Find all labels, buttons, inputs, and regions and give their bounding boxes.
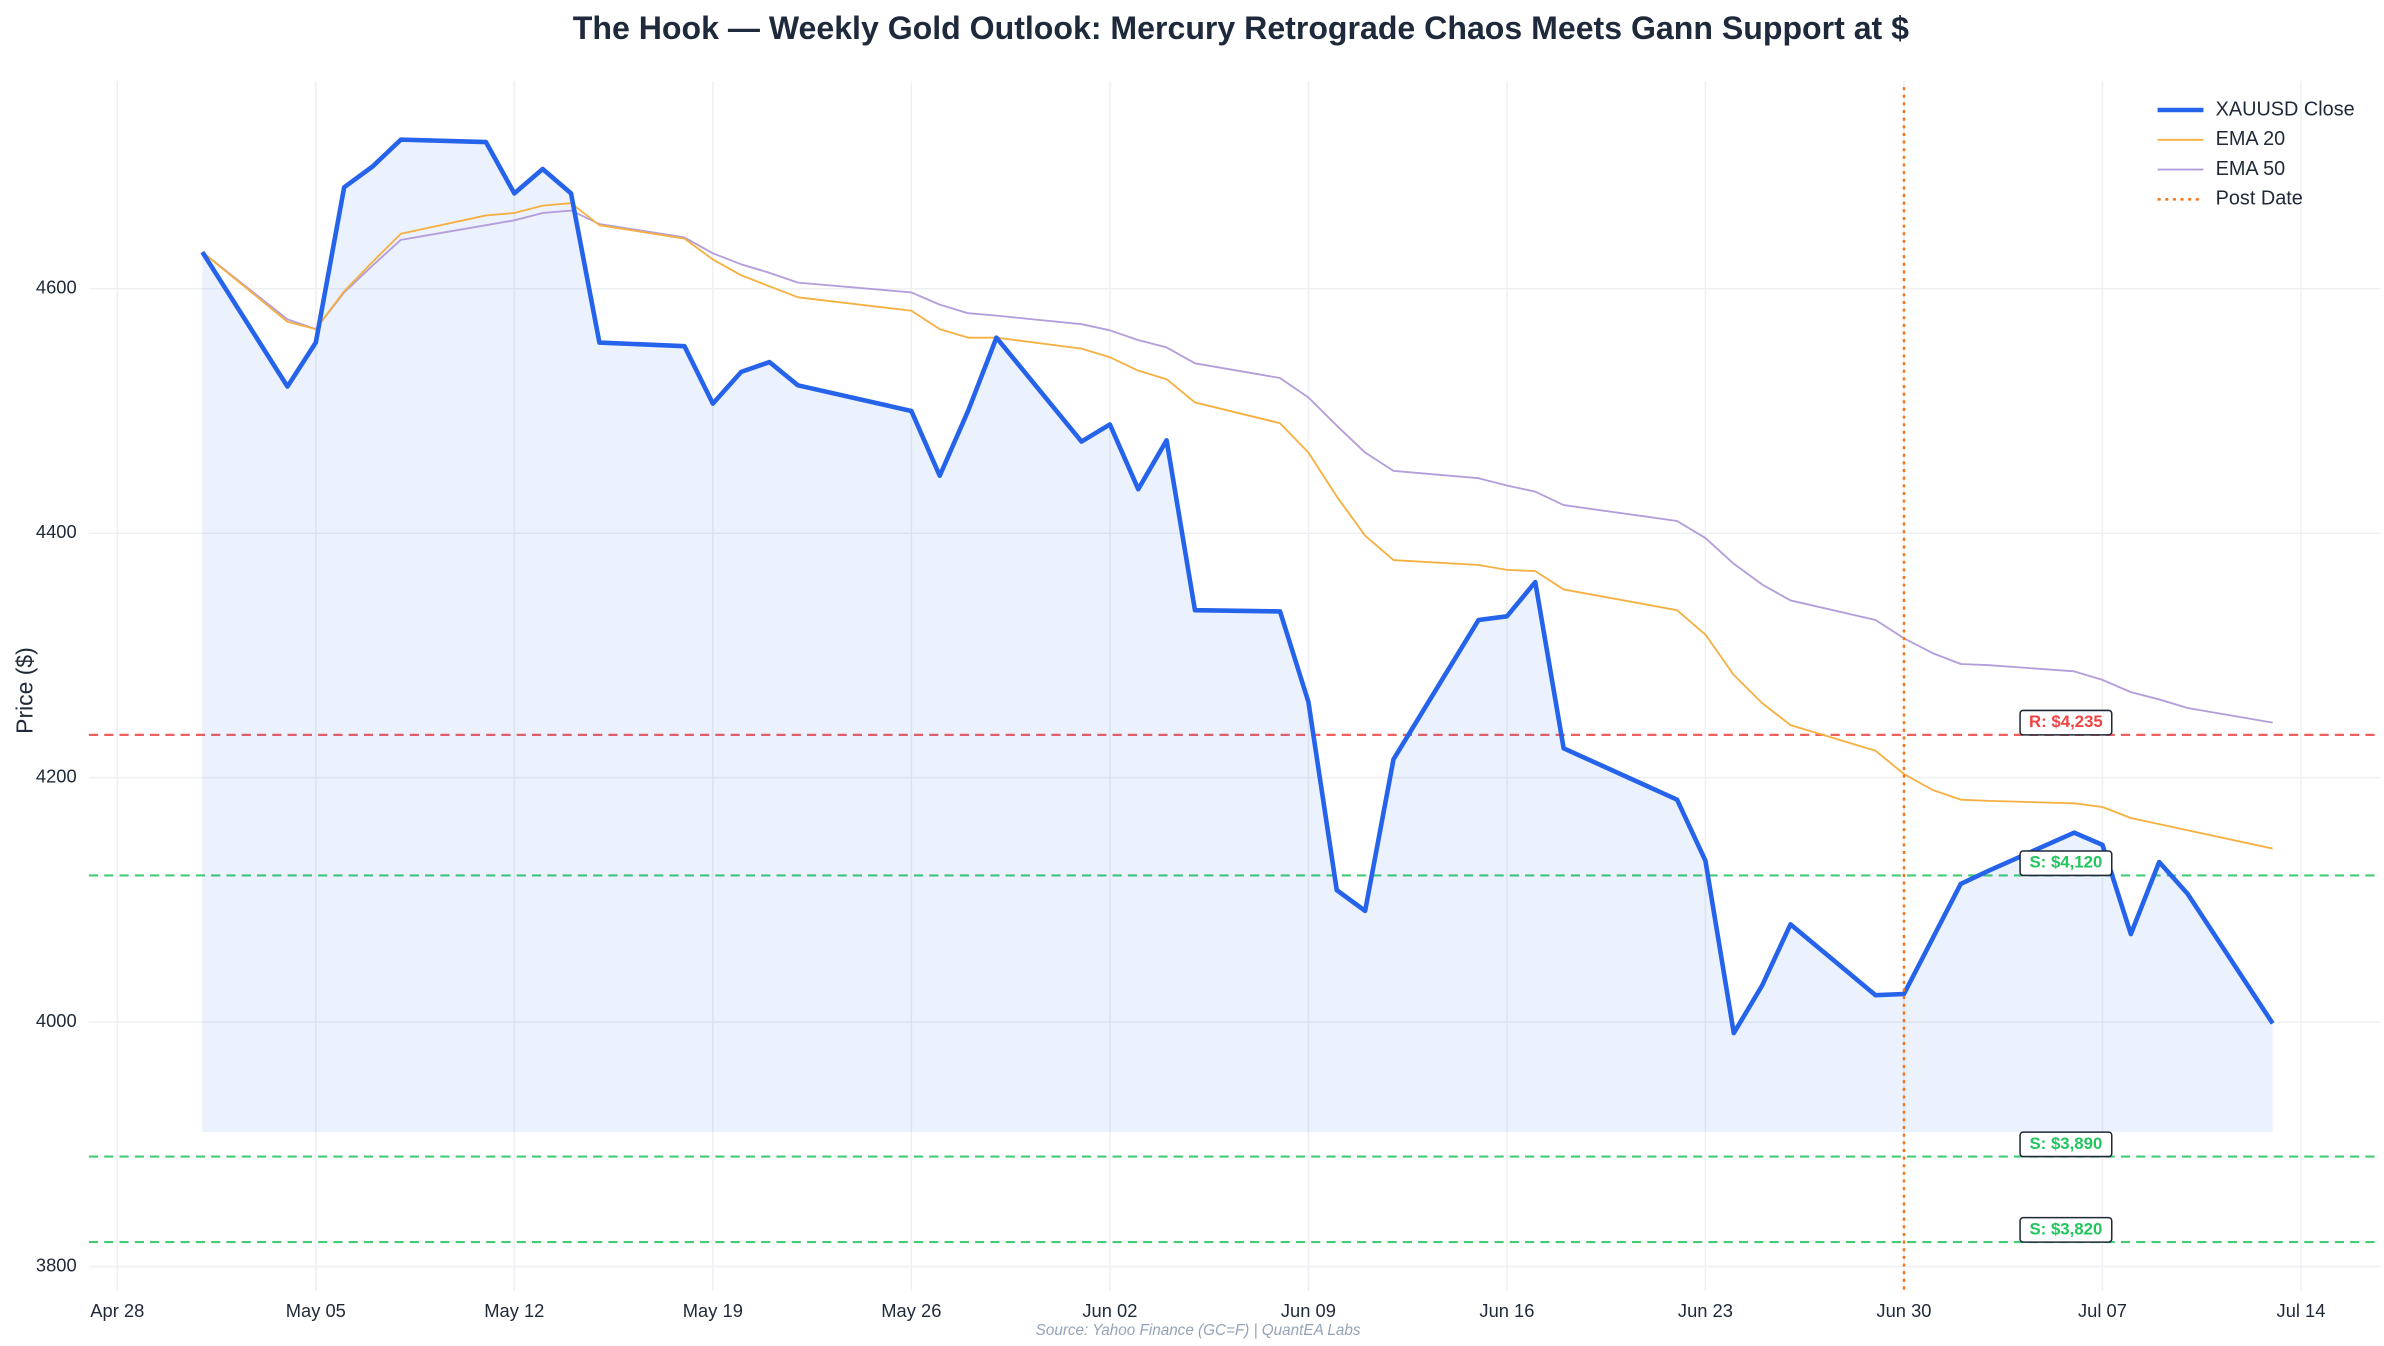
x-tick-label: Jun 02 [1082, 1300, 1137, 1321]
x-tick-label: Jul 14 [2277, 1300, 2326, 1321]
x-tick-label: Jul 07 [2078, 1300, 2127, 1321]
level-label-box [2019, 850, 2113, 877]
level-label: R: $4,235 [2029, 712, 2103, 731]
y-tick-label: 4600 [36, 277, 77, 298]
legend-label: Post Date [2216, 188, 2303, 210]
x-tick-label: Apr 28 [90, 1300, 144, 1321]
x-tick-label: May 26 [881, 1300, 941, 1321]
source-note: Source: Yahoo Finance (GC=F) | QuantEA L… [1036, 1322, 1361, 1339]
y-tick-label: 4000 [36, 1010, 77, 1031]
series-line [200, 137, 2275, 1036]
level-label-box [2019, 1131, 2113, 1158]
level-label: S: $3,820 [2029, 1219, 2102, 1238]
y-tick-label: 3800 [36, 1254, 77, 1275]
x-tick-label: May 19 [683, 1300, 743, 1321]
series-line [201, 202, 2273, 850]
x-tick-label: May 05 [286, 1300, 346, 1321]
x-tick-label: Jun 23 [1678, 1300, 1733, 1321]
series-line [201, 209, 2273, 724]
legend-label: XAUUSD Close [2216, 98, 2355, 120]
level-label: S: $3,890 [2029, 1134, 2102, 1153]
y-tick-label: 4200 [36, 765, 77, 786]
area-fill [202, 139, 2273, 1133]
y-tick-label: 4400 [36, 521, 77, 542]
x-tick-label: Jun 16 [1479, 1300, 1534, 1321]
x-tick-label: Jun 30 [1876, 1300, 1931, 1321]
x-tick-label: May 12 [484, 1300, 544, 1321]
y-axis-label: Price ($) [11, 647, 37, 734]
x-tick-label: Jun 09 [1281, 1300, 1336, 1321]
chart-title: The Hook — Weekly Gold Outlook: Mercury … [573, 10, 1909, 46]
level-label-box [2019, 709, 2113, 736]
level-label-box [2019, 1216, 2113, 1243]
legend-label: EMA 50 [2216, 158, 2286, 180]
legend-label: EMA 20 [2216, 128, 2286, 150]
level-label: S: $4,120 [2029, 853, 2102, 872]
